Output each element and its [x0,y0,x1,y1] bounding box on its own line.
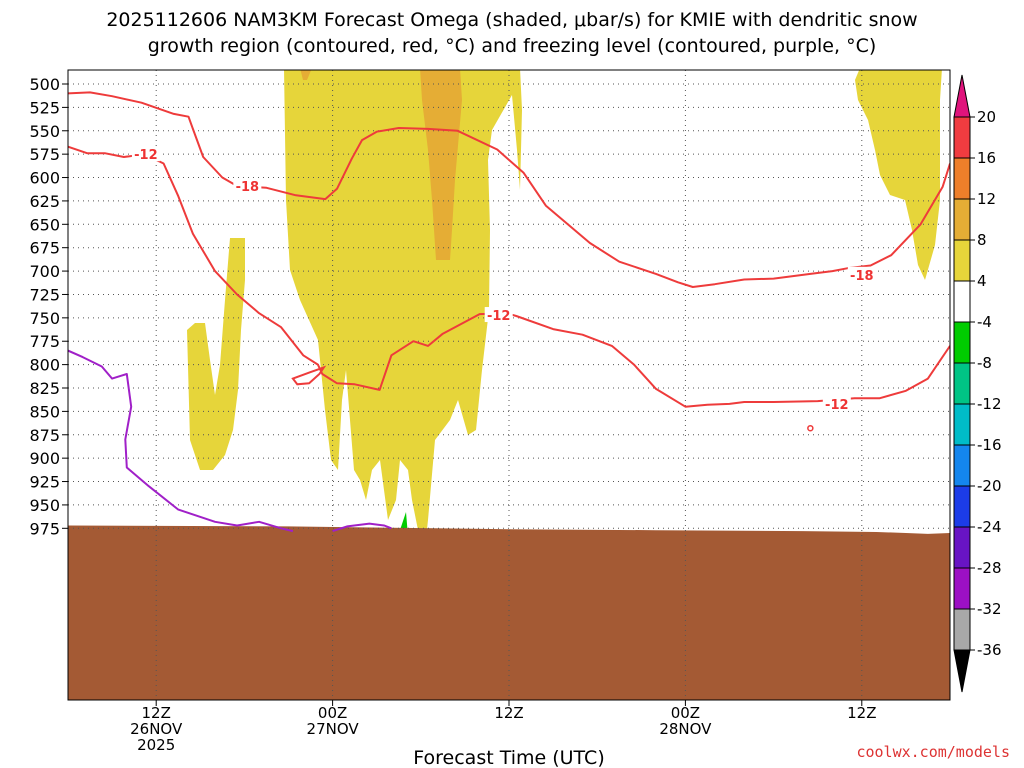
chart-title-line2: growth region (contoured, red, °C) and f… [148,35,877,57]
colorbar-label: -20 [977,477,1002,495]
positive-omega-region-main [284,70,522,558]
contour-layer [68,91,950,533]
colorbar-label: -36 [977,641,1002,659]
chart-title-line1: 2025112606 NAM3KM Forecast Omega (shaded… [106,9,917,31]
colorbar: 20 16 12 8 4 -4 -8 -12 -16 -20 -24 -28 -32 -36 [953,74,1002,693]
y-tick-label: 525 [29,98,60,117]
y-tick-label: 550 [29,122,60,141]
colorbar-band [953,157,971,200]
isotherm-minus12-dot [807,424,814,432]
y-tick-label: 875 [29,426,60,445]
colorbar-band [953,403,971,446]
y-tick-label: 850 [29,402,60,421]
colorbar-band [953,116,971,159]
freezing-level-contour-left [68,349,294,533]
y-tick-label: 725 [29,285,60,304]
contour-label-background [233,177,262,193]
y-tick-label: 625 [29,192,60,211]
y-tick-label: 975 [29,519,60,538]
y-tick-label: 775 [29,332,60,351]
positive-omega-region-left [187,238,245,470]
y-tick-label: 750 [29,309,60,328]
colorbar-label: -12 [977,395,1002,413]
y-tick-label: 800 [29,356,60,375]
colorbar-band [953,239,971,282]
y-tick-label: 600 [29,169,60,188]
y-tick-label: 925 [29,473,60,492]
contour-label-background [822,395,851,411]
contour-label: -12 [825,398,849,413]
colorbar-band [953,280,971,323]
contour-label-background [484,307,513,323]
positive-omega-core-orange-top [300,70,312,80]
y-tick-label: 650 [29,215,60,234]
credit-text: coolwx.com/models [856,743,1010,761]
x-tick-label: 28NOV [659,720,712,738]
y-tick-label: 825 [29,379,60,398]
isotherm-minus18-contour [68,91,950,288]
contour-label: -18 [850,269,874,284]
contour-label: -18 [236,180,260,195]
colorbar-band [953,198,971,241]
colorbar-overflow-triangle [953,74,971,118]
x-tick-label: 00Z [318,704,347,722]
colorbar-band [953,526,971,569]
y-tick-label: 700 [29,262,60,281]
y-tick-label: 675 [29,239,60,258]
y-tick-label: 500 [29,75,60,94]
colorbar-band [953,567,971,610]
contour-label: -12 [134,148,158,163]
x-tick-label: 27NOV [307,720,360,738]
colorbar-label: 8 [977,231,987,249]
x-tick-label: 2025 [137,736,175,754]
y-tick-label: 950 [29,496,60,515]
colorbar-band [953,321,971,364]
isotherm-minus12-loop [291,365,327,386]
colorbar-label: -24 [977,518,1002,536]
x-tick-label: 12Z [142,704,171,722]
colorbar-underflow-triangle [953,649,971,693]
colorbar-band [953,608,971,651]
colorbar-label: -8 [977,354,992,372]
contour-label: -12 [487,309,511,324]
isotherm-minus12-contour [68,145,950,408]
positive-omega-region-right [855,70,942,280]
contour-label-background [847,266,876,282]
freezing-level-contour-right [332,522,392,533]
colorbar-label: -28 [977,559,1002,577]
colorbar-label: -32 [977,600,1002,618]
colorbar-label: 4 [977,272,987,290]
x-axis-label: Forecast Time (UTC) [413,747,604,768]
grid-lines [68,70,950,700]
colorbar-band [953,485,971,528]
y-axis: 500 525 550 575 600 625 650 675 700 725 750 775 800 8… [29,75,68,538]
positive-omega-core-orange [420,70,462,260]
y-tick-label: 575 [29,145,60,164]
contour-label-layer: -12 -18 -12 -18 -12 [131,146,876,413]
colorbar-label: -4 [977,313,992,331]
colorbar-band [953,362,971,405]
colorbar-label: 16 [977,149,996,167]
x-tick-label: 00Z [671,704,700,722]
y-tick-label: 900 [29,449,60,468]
terrain-profile [68,525,950,700]
colorbar-label: -16 [977,436,1002,454]
colorbar-label: 20 [977,108,996,126]
colorbar-band [953,444,971,487]
x-tick-label: 12Z [847,704,876,722]
x-tick-label: 12Z [494,704,523,722]
x-tick-label: 26NOV [130,720,183,738]
contour-label-background [131,146,160,162]
colorbar-label: 12 [977,190,996,208]
